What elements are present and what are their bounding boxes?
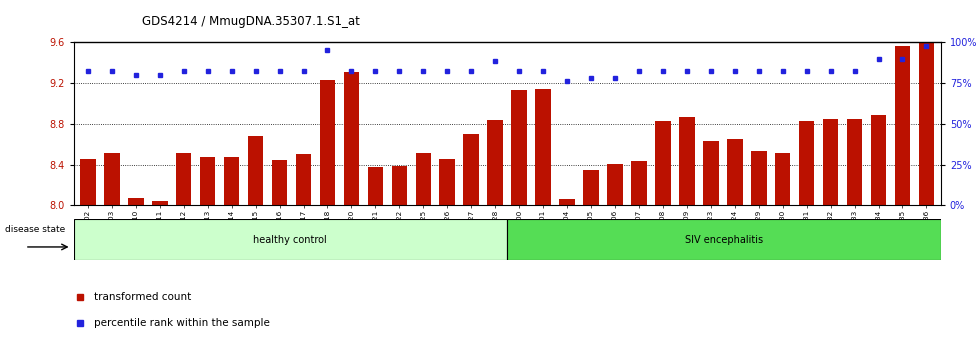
Bar	[80, 159, 96, 205]
Text: GDS4214 / MmugDNA.35307.1.S1_at: GDS4214 / MmugDNA.35307.1.S1_at	[142, 15, 360, 28]
Text: disease state: disease state	[5, 225, 65, 234]
Bar	[775, 153, 791, 205]
Bar	[74, 219, 508, 260]
Bar	[508, 219, 941, 260]
Bar	[751, 152, 766, 205]
Text: percentile rank within the sample: percentile rank within the sample	[94, 318, 270, 328]
Text: SIV encephalitis: SIV encephalitis	[685, 235, 763, 245]
Bar	[392, 166, 407, 205]
Bar	[655, 121, 670, 205]
Bar	[200, 158, 216, 205]
Bar	[560, 199, 575, 205]
Bar	[464, 134, 479, 205]
Bar	[223, 158, 239, 205]
Bar	[319, 80, 335, 205]
Bar	[870, 115, 886, 205]
Bar	[631, 161, 647, 205]
Bar	[344, 72, 360, 205]
Bar	[416, 153, 431, 205]
Bar	[823, 119, 838, 205]
Bar	[608, 164, 622, 205]
Bar	[368, 167, 383, 205]
Bar	[535, 89, 551, 205]
Bar	[847, 119, 862, 205]
Text: healthy control: healthy control	[254, 235, 327, 245]
Bar	[727, 139, 743, 205]
Bar	[583, 170, 599, 205]
Bar	[895, 46, 910, 205]
Bar	[439, 159, 455, 205]
Bar	[703, 141, 718, 205]
Bar	[799, 121, 814, 205]
Bar	[152, 201, 168, 205]
Bar	[512, 90, 527, 205]
Bar	[176, 153, 191, 205]
Text: transformed count: transformed count	[94, 291, 191, 302]
Bar	[271, 160, 287, 205]
Bar	[296, 154, 312, 205]
Bar	[248, 136, 264, 205]
Bar	[679, 117, 695, 205]
Bar	[487, 120, 503, 205]
Bar	[918, 42, 934, 205]
Bar	[104, 153, 120, 205]
Bar	[128, 198, 144, 205]
